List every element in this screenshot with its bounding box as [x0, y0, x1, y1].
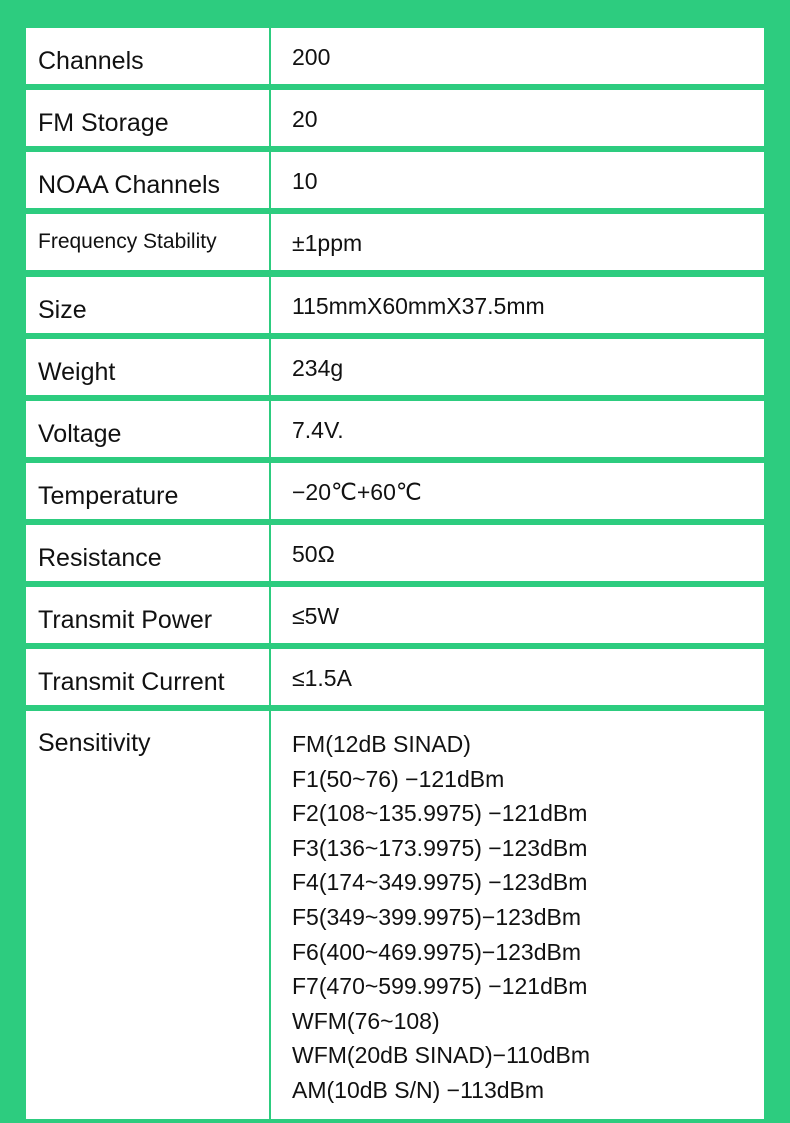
- spec-label: Channels: [26, 28, 271, 84]
- spec-value: 50Ω: [292, 541, 335, 567]
- sensitivity-line: AM(10dB S/N) −113dBm: [292, 1076, 545, 1103]
- spec-value: 20: [292, 106, 318, 132]
- spec-label: FM Storage: [26, 90, 271, 146]
- spec-row: Size 115mmX60mmX37.5mm: [26, 277, 764, 333]
- spec-value: 7.4V.: [292, 417, 344, 443]
- spec-row: Temperature −20℃+60℃: [26, 463, 764, 519]
- spec-row: Resistance 50Ω: [26, 525, 764, 581]
- spec-row: FM Storage 20: [26, 90, 764, 146]
- spec-value: ≤5W: [292, 603, 340, 629]
- spec-value: 200: [292, 44, 331, 70]
- spec-value: 234g: [292, 355, 344, 381]
- sensitivity-line: F6(400~469.9975)−123dBm: [292, 938, 581, 965]
- sensitivity-line: F4(174~349.9975) −123dBm: [292, 869, 588, 896]
- spec-row: Transmit Power ≤5W: [26, 587, 764, 643]
- sensitivity-values: FM(12dB SINAD) F1(50~76) −121dBm F2(108~13…: [271, 711, 764, 1119]
- spec-label: Size: [26, 277, 271, 333]
- spec-row: Frequency Stability ±1ppm: [26, 214, 764, 270]
- spec-value: 115mmX60mmX37.5mm: [292, 293, 545, 319]
- spec-value: ≤1.5A: [292, 665, 352, 691]
- spec-row: Channels 200: [26, 28, 764, 84]
- spec-label: Transmit Current: [26, 649, 271, 705]
- sensitivity-line: WFM(20dB SINAD)−110dBm: [292, 1042, 591, 1069]
- spec-value: ±1ppm: [292, 230, 363, 256]
- spec-label: NOAA Channels: [26, 152, 271, 208]
- spec-label: Sensitivity: [26, 711, 271, 1119]
- spec-label: Transmit Power: [26, 587, 271, 643]
- sensitivity-line: WFM(76~108): [292, 1007, 440, 1034]
- sensitivity-row: Sensitivity FM(12dB SINAD) F1(50~76) −121d…: [26, 711, 764, 1119]
- sensitivity-line: F7(470~599.9975) −121dBm: [292, 973, 588, 1000]
- sensitivity-line: F1(50~76) −121dBm: [292, 765, 505, 792]
- spec-label: Resistance: [26, 525, 271, 581]
- spec-label: Voltage: [26, 401, 271, 457]
- spec-label: Temperature: [26, 463, 271, 519]
- spec-label: Weight: [26, 339, 271, 395]
- sensitivity-line: F2(108~135.9975) −121dBm: [292, 800, 588, 827]
- spec-value: 10: [292, 168, 318, 194]
- spec-value: −20℃+60℃: [292, 479, 422, 505]
- sensitivity-line: FM(12dB SINAD): [292, 731, 471, 757]
- sensitivity-line: F3(136~173.9975) −123dBm: [292, 834, 588, 861]
- spec-label: Frequency Stability: [26, 214, 271, 270]
- spec-row: Transmit Current ≤1.5A: [26, 649, 764, 705]
- spec-row: NOAA Channels 10: [26, 152, 764, 208]
- spec-row: Voltage 7.4V.: [26, 401, 764, 457]
- spec-row: Weight 234g: [26, 339, 764, 395]
- sensitivity-line: F5(349~399.9975)−123dBm: [292, 903, 581, 930]
